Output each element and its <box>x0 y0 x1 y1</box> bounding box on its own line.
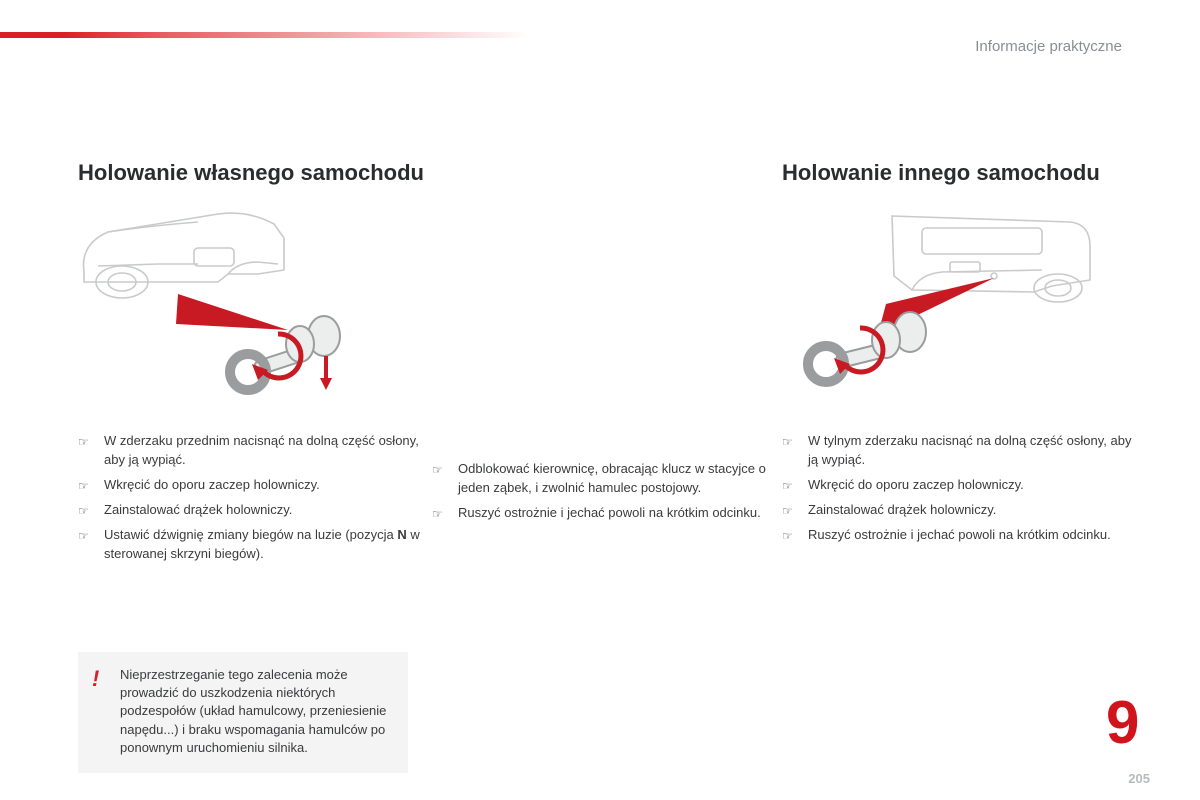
bullet-hand-icon: ☞ <box>782 434 793 451</box>
instruction-text: Ruszyć ostrożnie i jechać powoli na krót… <box>808 527 1111 542</box>
bullet-hand-icon: ☞ <box>782 478 793 495</box>
top-accent-bar <box>0 32 530 38</box>
bullet-hand-icon: ☞ <box>78 528 89 545</box>
bullet-hand-icon: ☞ <box>782 503 793 520</box>
list-item: ☞ Ustawić dźwignię zmiany biegów na luzie… <box>78 526 428 564</box>
chapter-number-badge: 9 <box>1102 687 1166 764</box>
instruction-list-right: ☞ W tylnym zderzaku nacisnąć na dolną czę… <box>782 432 1142 544</box>
instruction-list-middle: ☞ Odblokować kierownicę, obracając klucz … <box>432 460 772 523</box>
list-item: ☞ Ruszyć ostrożnie i jechać powoli na kró… <box>432 504 772 523</box>
instruction-text: Wkręcić do oporu zaczep holowniczy. <box>808 477 1024 492</box>
list-item: ☞ Wkręcić do oporu zaczep holowniczy. <box>78 476 428 495</box>
bullet-hand-icon: ☞ <box>782 528 793 545</box>
instruction-text: Zainstalować drążek holowniczy. <box>808 502 996 517</box>
instruction-text: Zainstalować drążek holowniczy. <box>104 502 292 517</box>
manual-page: Informacje praktyczne Holowanie własnego… <box>0 0 1200 800</box>
illustration-rear-tow-eye <box>782 204 1092 404</box>
warning-exclamation-icon: ! <box>92 666 99 692</box>
instruction-text: Ruszyć ostrożnie i jechać powoli na krót… <box>458 505 761 520</box>
list-item: ☞ W tylnym zderzaku nacisnąć na dolną czę… <box>782 432 1142 470</box>
warning-text: Nieprzestrzeganie tego zalecenia może pr… <box>120 666 390 757</box>
instruction-text: Ustawić dźwignię zmiany biegów na luzie … <box>104 527 420 561</box>
section-title-own-car: Holowanie własnego samochodu <box>78 160 428 186</box>
column-right: Holowanie innego samochodu <box>782 160 1142 551</box>
page-number: 205 <box>1128 771 1150 786</box>
warning-callout: ! Nieprzestrzeganie tego zalecenia może … <box>78 652 408 773</box>
column-middle: ☞ Odblokować kierownicę, obracając klucz … <box>432 460 772 529</box>
instruction-text: Wkręcić do oporu zaczep holowniczy. <box>104 477 320 492</box>
list-item: ☞ Ruszyć ostrożnie i jechać powoli na kró… <box>782 526 1142 545</box>
list-item: ☞ Odblokować kierownicę, obracając klucz … <box>432 460 772 498</box>
bullet-hand-icon: ☞ <box>432 506 443 523</box>
column-left: Holowanie własnego samochodu <box>78 160 428 569</box>
illustration-front-tow-eye <box>78 204 388 404</box>
list-item: ☞ Zainstalować drążek holowniczy. <box>782 501 1142 520</box>
bullet-hand-icon: ☞ <box>78 503 89 520</box>
instruction-text: W tylnym zderzaku nacisnąć na dolną częś… <box>808 433 1131 467</box>
instruction-text: Odblokować kierownicę, obracając klucz w… <box>458 461 766 495</box>
section-title-other-car: Holowanie innego samochodu <box>782 160 1142 186</box>
chapter-number-text: 9 <box>1106 689 1139 756</box>
list-item: ☞ Wkręcić do oporu zaczep holowniczy. <box>782 476 1142 495</box>
list-item: ☞ Zainstalować drążek holowniczy. <box>78 501 428 520</box>
bullet-hand-icon: ☞ <box>78 434 89 451</box>
pointer-triangle-icon <box>176 294 288 330</box>
instruction-text: W zderzaku przednim nacisnąć na dolną cz… <box>104 433 419 467</box>
bullet-hand-icon: ☞ <box>432 462 443 479</box>
instruction-list-left: ☞ W zderzaku przednim nacisnąć na dolną c… <box>78 432 428 563</box>
list-item: ☞ W zderzaku przednim nacisnąć na dolną c… <box>78 432 428 470</box>
section-header-label: Informacje praktyczne <box>975 38 1122 55</box>
bullet-hand-icon: ☞ <box>78 478 89 495</box>
